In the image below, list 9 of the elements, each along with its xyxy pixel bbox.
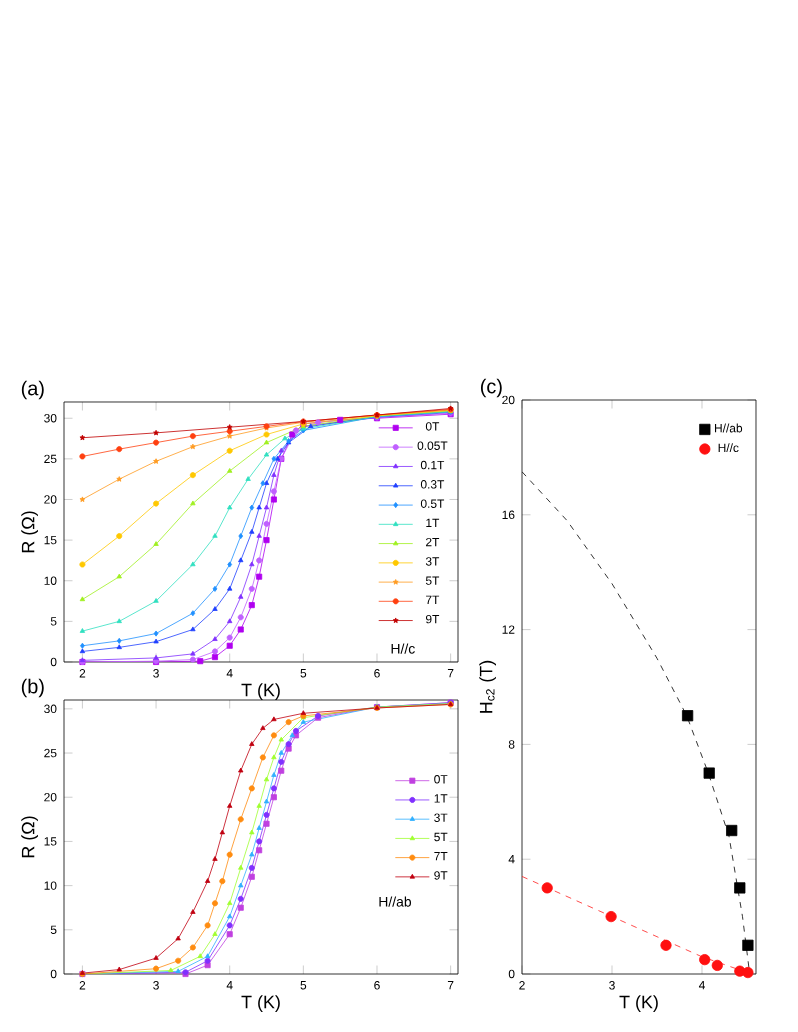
chart-title: (c) — [480, 378, 502, 398]
x-axis-title: T (K) — [241, 683, 280, 700]
chart-title: (a) — [21, 380, 44, 400]
x-axis-title: T (K) — [619, 995, 658, 1012]
x-axis-title: T (K) — [241, 995, 280, 1012]
y-axis-title: H$_{c2}$ (T) — [479, 660, 496, 713]
y-axis-title: R (Ω) — [21, 511, 38, 553]
y-axis-title: R (Ω) — [21, 816, 38, 858]
chart-title: (b) — [21, 678, 44, 698]
